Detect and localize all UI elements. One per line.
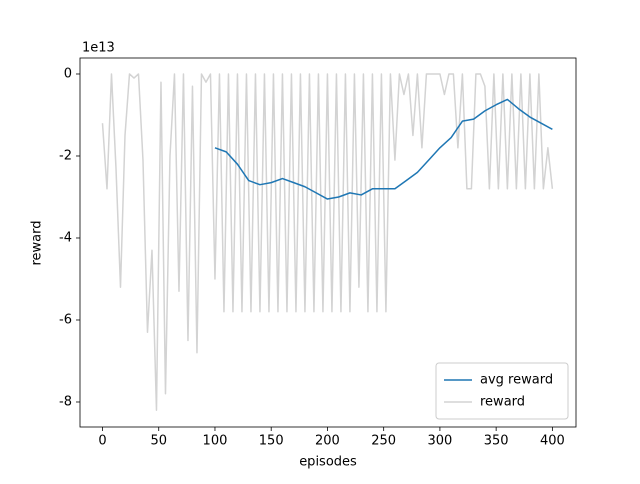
series-line	[101, 73, 554, 411]
x-tick-label: 350	[484, 434, 509, 449]
x-tick-label: 100	[203, 434, 228, 449]
x-tick-label: 400	[540, 434, 565, 449]
y-tick-label: -6	[59, 312, 72, 327]
legend-label: reward	[480, 395, 525, 410]
y-tick-label: 0	[64, 66, 72, 81]
x-tick-label: 300	[427, 434, 452, 449]
y-tick-label: -8	[59, 394, 72, 409]
axes-frame	[79, 57, 577, 428]
y-axis-label: reward	[30, 220, 45, 265]
x-tick-label: 50	[150, 434, 167, 449]
legend-label: avg reward	[480, 373, 553, 388]
y-offset-text: 1e13	[82, 41, 115, 56]
x-tick-label: 250	[371, 434, 396, 449]
y-tick-label: -2	[59, 148, 72, 163]
x-axis-label: episodes	[299, 455, 357, 470]
x-tick-label: 200	[315, 434, 340, 449]
x-tick-label: 150	[259, 434, 284, 449]
x-tick-label: 0	[98, 434, 106, 449]
legend-box	[435, 362, 569, 420]
series-line	[214, 98, 553, 200]
y-tick-label: -4	[59, 230, 72, 245]
